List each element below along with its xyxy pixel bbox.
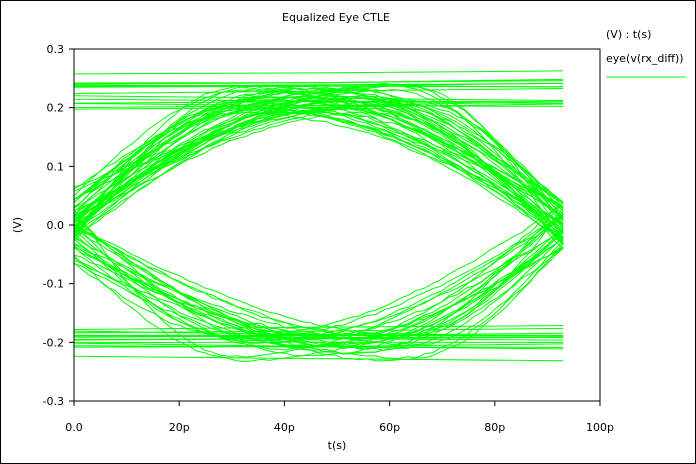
eye-trace	[73, 85, 564, 88]
eye-trace	[73, 235, 564, 351]
x-tick-label: 80p	[484, 421, 505, 434]
x-tick-label: 100p	[586, 421, 614, 434]
y-tick-label: -0.3	[43, 395, 64, 408]
y-tick-label: 0.3	[47, 43, 65, 56]
y-tick-label: -0.1	[43, 278, 64, 291]
x-axis-label: t(s)	[328, 439, 347, 452]
eye-trace	[73, 246, 564, 355]
eye-trace	[73, 223, 564, 351]
legend-header: (V) : t(s)	[606, 28, 651, 41]
y-tick-label: 0.0	[47, 219, 65, 232]
eye-trace	[73, 327, 564, 334]
eye-trace	[73, 235, 564, 362]
eye-trace	[73, 111, 564, 231]
eye-trace	[73, 325, 564, 330]
eye-trace	[73, 214, 564, 357]
x-axis: 0.0 20p 40p 60p 80p 100p	[65, 401, 614, 434]
eye-trace	[73, 78, 564, 85]
y-tick-label: -0.2	[43, 336, 64, 349]
eye-trace	[73, 70, 564, 75]
eye-trace	[73, 87, 564, 233]
eye-trace	[73, 103, 564, 110]
eye-trace	[73, 82, 564, 88]
eye-trace	[73, 88, 564, 94]
x-tick-label: 20p	[169, 421, 190, 434]
y-tick-label: 0.2	[47, 102, 65, 115]
eye-trace	[73, 85, 564, 242]
eye-trace	[73, 332, 564, 338]
eye-trace	[73, 95, 564, 101]
eye-trace	[73, 242, 564, 359]
eye-trace	[73, 98, 564, 239]
eye-trace	[73, 100, 564, 104]
eye-trace	[73, 111, 564, 239]
eye-trace	[73, 85, 564, 232]
eye-trace	[73, 97, 564, 221]
y-axis-label: (V)	[11, 217, 24, 233]
y-tick-label: 0.1	[47, 160, 65, 173]
eye-trace	[73, 88, 564, 226]
eye-trace	[73, 341, 564, 344]
eye-trace	[73, 99, 564, 238]
eye-trace	[73, 355, 564, 362]
eye-trace	[73, 102, 564, 224]
eye-trace	[73, 342, 564, 350]
x-tick-label: 0.0	[65, 421, 83, 434]
legend: (V) : t(s) eye(v(rx_diff))	[606, 28, 686, 78]
x-tick-label: 60p	[379, 421, 400, 434]
x-tick-label: 40p	[274, 421, 295, 434]
eye-trace	[73, 104, 564, 215]
y-axis: 0.3 0.2 0.1 0.0 -0.1 -0.2 -0.3	[43, 43, 74, 408]
legend-entry-label: eye(v(rx_diff))	[606, 52, 684, 65]
eye-trace	[73, 239, 564, 346]
eye-trace	[73, 207, 564, 337]
eye-trace	[73, 107, 564, 232]
eye-trace	[73, 334, 564, 338]
eye-traces	[73, 70, 564, 363]
eye-trace	[73, 226, 564, 338]
eye-trace	[73, 202, 564, 347]
eye-trace	[73, 99, 564, 219]
eye-trace	[73, 87, 564, 218]
eye-trace	[73, 230, 564, 342]
chart-title: Equalized Eye CTLE	[282, 11, 390, 24]
eye-trace	[73, 226, 564, 339]
eye-trace	[73, 111, 564, 224]
eye-trace	[73, 103, 564, 107]
